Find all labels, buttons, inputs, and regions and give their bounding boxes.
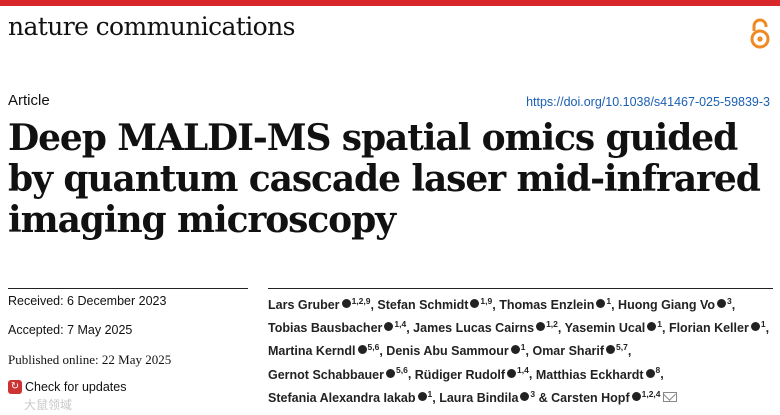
journal-name[interactable]: nature communications xyxy=(8,12,295,41)
refresh-icon: ↻ xyxy=(8,380,22,394)
left-divider xyxy=(8,288,248,289)
email-icon[interactable] xyxy=(662,391,677,402)
author-list: Lars Gruber 1,2,9, Stefan Schmidt 1,9, Tho… xyxy=(268,296,770,405)
author-name-text: Martina Kerndl xyxy=(268,344,356,359)
author-name-text: Tobias Bausbacher xyxy=(268,321,383,336)
author-name-text: Stefania Alexandra Iakab xyxy=(268,390,416,405)
affiliation-numbers: 1,4 xyxy=(394,319,407,330)
orcid-icon[interactable] xyxy=(357,345,367,355)
author-name-text: Lars Gruber xyxy=(268,298,340,313)
accepted-date: Accepted: 7 May 2025 xyxy=(8,323,133,337)
orcid-icon[interactable] xyxy=(536,322,546,332)
affiliation-numbers: 1 xyxy=(427,388,433,399)
author-name[interactable]: Martina Kerndl 5,6 xyxy=(268,342,380,359)
affiliation-numbers: 3 xyxy=(530,388,536,399)
author-name-text: Rüdiger Rudolf xyxy=(414,367,506,382)
author-name[interactable]: Carsten Hopf 1,2,4 xyxy=(551,388,677,405)
author-name-text: Omar Sharif xyxy=(532,344,605,359)
orcid-icon[interactable] xyxy=(510,345,520,355)
affiliation-numbers: 3 xyxy=(727,296,732,306)
orcid-icon[interactable] xyxy=(507,368,517,378)
author-name-text: Carsten Hopf xyxy=(551,390,630,405)
orcid-icon[interactable] xyxy=(384,322,394,332)
author-name[interactable]: Florian Keller 1 xyxy=(668,319,766,336)
orcid-icon[interactable] xyxy=(750,322,760,332)
doi-link[interactable]: https://doi.org/10.1038/s41467-025-59839… xyxy=(526,95,770,109)
author-name[interactable]: Stefan Schmidt 1,9 xyxy=(377,296,493,313)
affiliation-numbers: 1,2 xyxy=(546,319,558,330)
author-name[interactable]: Yasemin Ucal 1 xyxy=(564,319,662,336)
affiliation-numbers: 1,9 xyxy=(480,296,493,306)
right-divider xyxy=(268,288,773,289)
orcid-icon[interactable] xyxy=(417,391,427,401)
author-name[interactable]: Tobias Bausbacher 1,4 xyxy=(268,319,407,336)
article-type: Article xyxy=(8,92,50,109)
author-name-text: Laura Bindila xyxy=(439,390,519,405)
author-name[interactable]: Huong Giang Vo 3 xyxy=(618,296,732,313)
affiliation-numbers: 1 xyxy=(520,342,526,353)
orcid-icon[interactable] xyxy=(596,299,606,309)
orcid-icon[interactable] xyxy=(717,299,727,309)
author-name[interactable]: Omar Sharif 5,7 xyxy=(532,342,628,359)
check-for-updates-label: Check for updates xyxy=(25,380,127,394)
open-access-lock-icon xyxy=(750,18,770,49)
author-name[interactable]: Rüdiger Rudolf 1,4 xyxy=(414,365,529,382)
author-name[interactable]: Matthias Eckhardt 8 xyxy=(535,365,661,382)
author-name-text: Gernot Schabbauer xyxy=(268,367,384,382)
affiliation-numbers: 1,2,9 xyxy=(351,296,371,306)
author-name[interactable]: Stefania Alexandra Iakab 1 xyxy=(268,388,433,405)
orcid-icon[interactable] xyxy=(631,391,641,401)
orcid-icon[interactable] xyxy=(647,322,657,332)
author-name-text: Florian Keller xyxy=(668,321,749,336)
journal-accent-bar xyxy=(0,0,780,6)
affiliation-numbers: 1,4 xyxy=(517,365,529,376)
affiliation-numbers: 5,6 xyxy=(367,342,380,353)
author-name[interactable]: Gernot Schabbauer 5,6 xyxy=(268,365,408,382)
watermark: 大鼠领域 xyxy=(24,398,73,412)
author-name[interactable]: Lars Gruber 1,2,9 xyxy=(268,296,371,313)
author-name[interactable]: Laura Bindila 3 xyxy=(439,388,536,405)
affiliation-numbers: 1 xyxy=(760,319,766,330)
orcid-icon[interactable] xyxy=(520,391,530,401)
author-name-text: Matthias Eckhardt xyxy=(535,367,644,382)
affiliation-numbers: 1 xyxy=(606,296,612,306)
received-date: Received: 6 December 2023 xyxy=(8,294,167,308)
orcid-icon[interactable] xyxy=(645,368,655,378)
affiliation-numbers: 1,2,4 xyxy=(641,388,661,399)
affiliation-numbers: 8 xyxy=(655,365,661,376)
orcid-icon[interactable] xyxy=(606,345,616,355)
author-name-text: Thomas Enzlein xyxy=(499,298,595,313)
author-name-text: Stefan Schmidt xyxy=(377,298,469,313)
author-name-text: Yasemin Ucal xyxy=(564,321,646,336)
author-name[interactable]: Denis Abu Sammour 1 xyxy=(386,342,526,359)
affiliation-numbers: 5,6 xyxy=(396,365,408,376)
article-title: Deep MALDI-MS spatial omics guided by qu… xyxy=(8,117,761,241)
check-for-updates-button[interactable]: ↻ Check for updates xyxy=(8,380,188,396)
affiliation-numbers: 1 xyxy=(657,319,662,330)
published-date: Published online: 22 May 2025 xyxy=(8,352,172,367)
orcid-icon[interactable] xyxy=(341,299,351,309)
author-name-text: Huong Giang Vo xyxy=(618,298,716,313)
orcid-icon[interactable] xyxy=(470,299,480,309)
affiliation-numbers: 5,7 xyxy=(616,342,628,353)
orcid-icon[interactable] xyxy=(386,368,395,378)
author-name-text: James Lucas Cairns xyxy=(413,321,535,336)
author-name[interactable]: James Lucas Cairns 1,2 xyxy=(413,319,558,336)
author-name[interactable]: Thomas Enzlein 1 xyxy=(499,296,612,313)
author-name-text: Denis Abu Sammour xyxy=(386,344,509,359)
